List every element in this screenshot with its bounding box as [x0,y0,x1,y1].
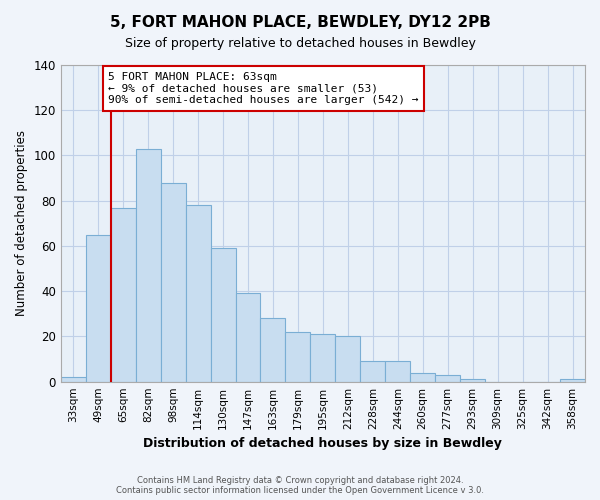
Bar [361,362,385,382]
Bar [211,248,236,382]
Y-axis label: Number of detached properties: Number of detached properties [15,130,28,316]
Bar [161,182,185,382]
Bar [335,336,361,382]
Bar [260,318,286,382]
Bar [460,380,485,382]
Bar [236,294,260,382]
Bar [111,208,136,382]
Bar [310,334,335,382]
Bar [560,380,585,382]
Text: 5, FORT MAHON PLACE, BEWDLEY, DY12 2PB: 5, FORT MAHON PLACE, BEWDLEY, DY12 2PB [110,15,490,30]
Text: 5 FORT MAHON PLACE: 63sqm
← 9% of detached houses are smaller (53)
90% of semi-d: 5 FORT MAHON PLACE: 63sqm ← 9% of detach… [108,72,419,105]
X-axis label: Distribution of detached houses by size in Bewdley: Distribution of detached houses by size … [143,437,502,450]
Text: Size of property relative to detached houses in Bewdley: Size of property relative to detached ho… [125,38,475,51]
Bar [385,362,410,382]
Bar [86,234,111,382]
Text: Contains public sector information licensed under the Open Government Licence v : Contains public sector information licen… [116,486,484,495]
Bar [136,148,161,382]
Bar [410,372,435,382]
Bar [61,377,86,382]
Bar [185,205,211,382]
Text: Contains HM Land Registry data © Crown copyright and database right 2024.: Contains HM Land Registry data © Crown c… [137,476,463,485]
Bar [435,375,460,382]
Bar [286,332,310,382]
